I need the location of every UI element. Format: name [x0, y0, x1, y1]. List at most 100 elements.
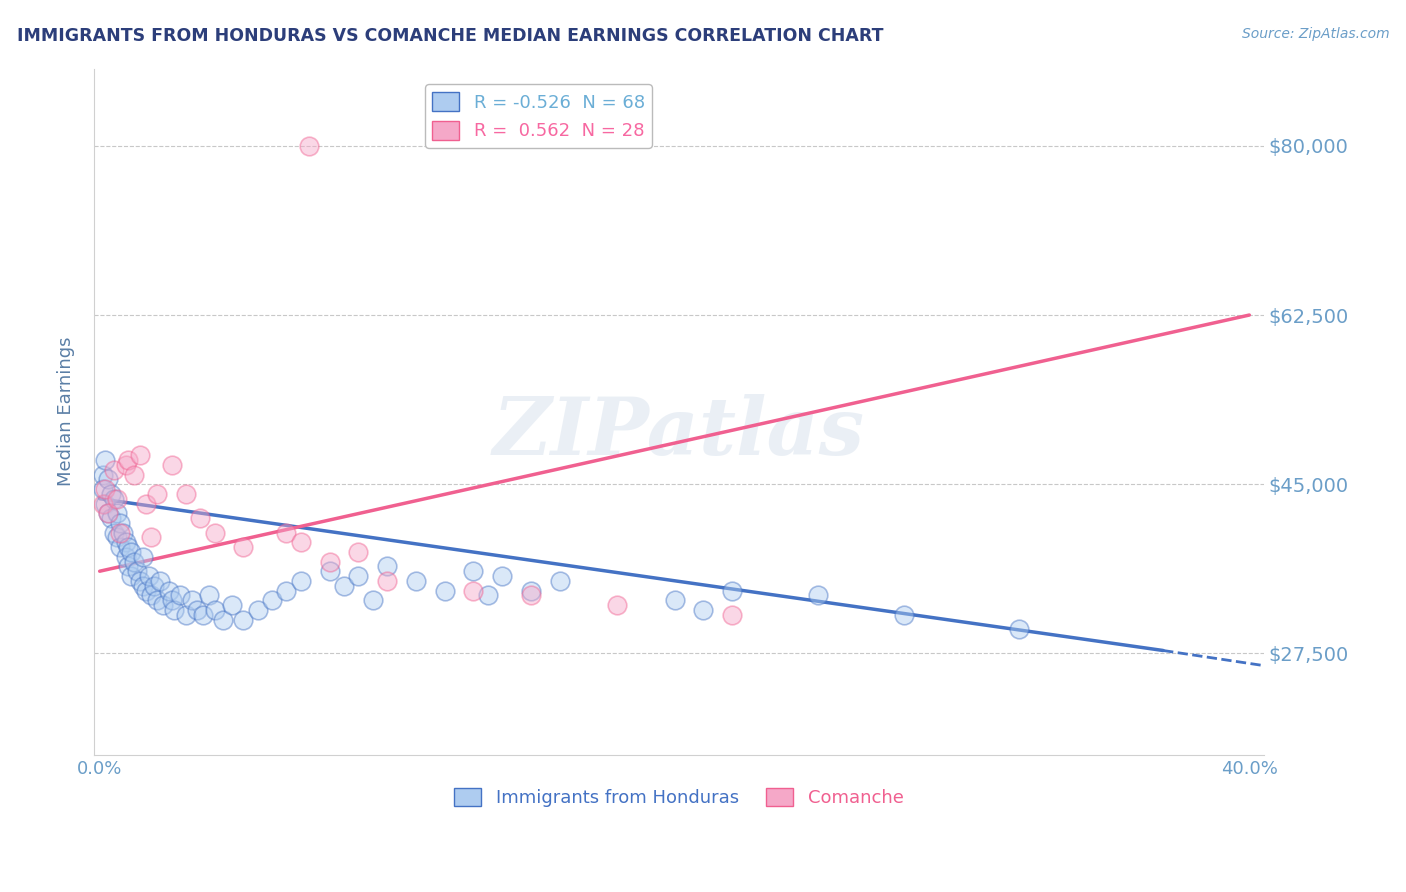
Point	[120, 545, 142, 559]
Point	[97, 506, 120, 520]
Point	[117, 559, 139, 574]
Point	[114, 458, 136, 472]
Point	[105, 491, 128, 506]
Point	[149, 574, 172, 588]
Point	[174, 487, 197, 501]
Y-axis label: Median Earnings: Median Earnings	[58, 337, 75, 486]
Point	[491, 569, 513, 583]
Point	[232, 540, 254, 554]
Point	[122, 467, 145, 482]
Point	[114, 549, 136, 564]
Point	[97, 506, 120, 520]
Point	[160, 458, 183, 472]
Point	[664, 593, 686, 607]
Point	[108, 516, 131, 530]
Point	[692, 603, 714, 617]
Point	[120, 569, 142, 583]
Point	[100, 487, 122, 501]
Point	[606, 598, 628, 612]
Point	[103, 525, 125, 540]
Point	[212, 613, 235, 627]
Point	[318, 564, 340, 578]
Point	[520, 588, 543, 602]
Point	[290, 535, 312, 549]
Point	[191, 607, 214, 622]
Point	[105, 506, 128, 520]
Text: IMMIGRANTS FROM HONDURAS VS COMANCHE MEDIAN EARNINGS CORRELATION CHART: IMMIGRANTS FROM HONDURAS VS COMANCHE MED…	[17, 27, 883, 45]
Point	[721, 607, 744, 622]
Point	[361, 593, 384, 607]
Point	[111, 525, 134, 540]
Point	[204, 603, 226, 617]
Point	[141, 530, 163, 544]
Point	[160, 593, 183, 607]
Point	[146, 593, 169, 607]
Point	[221, 598, 243, 612]
Point	[105, 530, 128, 544]
Point	[91, 482, 114, 496]
Point	[117, 453, 139, 467]
Point	[163, 603, 186, 617]
Point	[198, 588, 221, 602]
Point	[108, 540, 131, 554]
Point	[276, 525, 298, 540]
Point	[103, 491, 125, 506]
Point	[180, 593, 202, 607]
Point	[405, 574, 427, 588]
Point	[204, 525, 226, 540]
Point	[375, 574, 398, 588]
Point	[135, 583, 157, 598]
Legend: Immigrants from Honduras, Comanche: Immigrants from Honduras, Comanche	[447, 780, 911, 814]
Point	[114, 535, 136, 549]
Point	[463, 583, 485, 598]
Point	[169, 588, 191, 602]
Point	[152, 598, 174, 612]
Point	[186, 603, 208, 617]
Point	[290, 574, 312, 588]
Point	[463, 564, 485, 578]
Point	[246, 603, 269, 617]
Point	[141, 588, 163, 602]
Point	[94, 453, 117, 467]
Point	[262, 593, 284, 607]
Point	[135, 497, 157, 511]
Point	[122, 555, 145, 569]
Point	[433, 583, 456, 598]
Point	[477, 588, 499, 602]
Point	[146, 487, 169, 501]
Point	[520, 583, 543, 598]
Point	[721, 583, 744, 598]
Point	[232, 613, 254, 627]
Point	[97, 472, 120, 486]
Point	[138, 569, 160, 583]
Point	[94, 482, 117, 496]
Point	[347, 569, 370, 583]
Point	[807, 588, 830, 602]
Point	[276, 583, 298, 598]
Point	[132, 549, 155, 564]
Point	[91, 497, 114, 511]
Point	[347, 545, 370, 559]
Point	[108, 525, 131, 540]
Point	[129, 574, 152, 588]
Point	[100, 511, 122, 525]
Point	[117, 540, 139, 554]
Point	[375, 559, 398, 574]
Point	[157, 583, 180, 598]
Point	[318, 555, 340, 569]
Text: ZIPatlas: ZIPatlas	[492, 393, 865, 471]
Point	[91, 467, 114, 482]
Point	[298, 139, 321, 153]
Point	[333, 579, 356, 593]
Point	[129, 448, 152, 462]
Point	[893, 607, 915, 622]
Point	[103, 463, 125, 477]
Point	[132, 579, 155, 593]
Point	[125, 564, 148, 578]
Point	[94, 497, 117, 511]
Point	[143, 579, 166, 593]
Point	[1008, 622, 1031, 636]
Text: Source: ZipAtlas.com: Source: ZipAtlas.com	[1241, 27, 1389, 41]
Point	[188, 511, 211, 525]
Point	[548, 574, 571, 588]
